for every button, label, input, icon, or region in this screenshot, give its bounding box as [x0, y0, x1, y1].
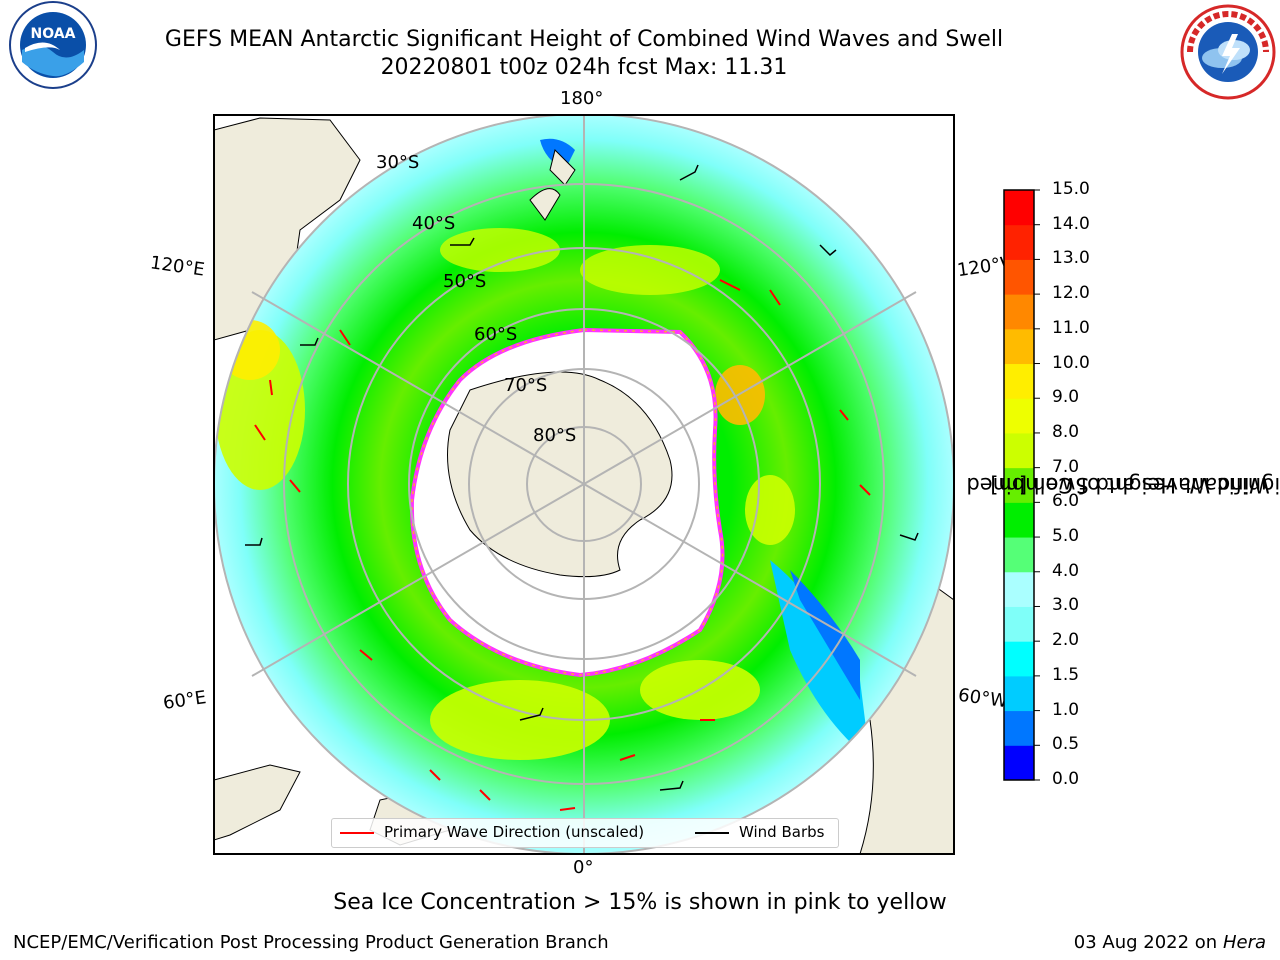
lat-label-30s: 30°S [376, 152, 420, 173]
nws-logo-icon [1180, 4, 1276, 100]
colorbar-tick-label: 1.0 [1052, 699, 1080, 720]
colorbar-tick-label: 15.0 [1052, 179, 1090, 199]
colorbar-bin [1004, 537, 1034, 573]
lon-label-0: 0° [573, 857, 594, 878]
colorbar-bin [1004, 675, 1034, 712]
colorbar-bin [1004, 606, 1034, 642]
meridian-lines [251, 115, 917, 854]
lat-label-40s: 40°S [412, 213, 456, 234]
lat-label-50s: 50°S [443, 271, 487, 292]
colorbar-bin [1004, 190, 1034, 226]
colorbar-tick-label: 1.5 [1052, 664, 1080, 685]
colorbar-bin [1004, 571, 1034, 607]
colorbar-bin [1004, 502, 1034, 538]
colorbar-bin [1004, 398, 1034, 434]
colorbar-bin [1004, 467, 1034, 503]
legend-black-line-icon [695, 831, 729, 834]
colorbar-tick-label: 12.0 [1052, 283, 1090, 304]
chart-subtitle: 20220801 t00z 024h fcst Max: 11.31 [380, 55, 788, 80]
colorbar [1003, 189, 1040, 781]
colorbar-title: Significant Height of Combined Wind Waves… [966, 473, 1280, 497]
colorbar-tick-label: 5.0 [1052, 526, 1080, 547]
antarctica-landmass [447, 371, 673, 578]
footer-credit: NCEP/EMC/Verification Post Processing Pr… [13, 932, 609, 953]
colorbar-bin [1004, 294, 1034, 330]
colorbar-tick-label: 13.0 [1052, 248, 1090, 269]
colorbar-bin [1004, 363, 1034, 399]
noaa-logo-icon: NOAA [9, 1, 97, 89]
colorbar-tick-label: 9.0 [1052, 387, 1080, 408]
colorbar-bin [1004, 259, 1034, 295]
legend-red-line-icon [340, 831, 374, 834]
colorbar-tick-label: 7.0 [1052, 456, 1080, 477]
colorbar-tick-label: 14.0 [1052, 213, 1090, 234]
wave-direction-arrows [254, 279, 871, 811]
colorbar-bin [1004, 224, 1034, 260]
colorbar-tick-label: 8.0 [1052, 421, 1080, 442]
colorbar-tick-label: 11.0 [1052, 317, 1090, 338]
lat-label-80s: 80°S [533, 425, 577, 446]
noaa-logo-text: NOAA [31, 26, 76, 42]
colorbar-tick-label: 6.0 [1052, 491, 1080, 512]
colorbar-bin [1004, 641, 1034, 677]
map-legend: Primary Wave Direction (unscaled) Wind B… [331, 818, 839, 848]
colorbar-tick-label: 2.0 [1052, 630, 1080, 651]
colorbar-tick-label: 0.0 [1052, 769, 1080, 789]
colorbar-tick-label: 0.5 [1052, 734, 1080, 755]
colorbar-bin [1004, 745, 1034, 781]
lat-label-70s: 70°S [504, 375, 548, 396]
lat-label-60s: 60°S [474, 324, 518, 345]
wind-barbs [245, 164, 919, 791]
legend-item-wind-barbs: Wind Barbs [695, 823, 824, 841]
sea-ice-note: Sea Ice Concentration > 15% is shown in … [333, 890, 947, 915]
footer-date: 03 Aug 2022 on Hera [1073, 932, 1266, 953]
colorbar-bin [1004, 432, 1034, 469]
colorbar-tick-label: 3.0 [1052, 595, 1080, 616]
lon-label-180: 180° [560, 88, 604, 109]
colorbar-tick-label: 4.0 [1052, 560, 1080, 581]
legend-item-wave-direction: Primary Wave Direction (unscaled) [340, 823, 644, 841]
colorbar-bin [1004, 710, 1034, 746]
colorbar-tick-label: 10.0 [1052, 352, 1090, 373]
chart-title: GEFS MEAN Antarctic Significant Height o… [164, 27, 1004, 52]
colorbar-bin [1004, 328, 1034, 365]
